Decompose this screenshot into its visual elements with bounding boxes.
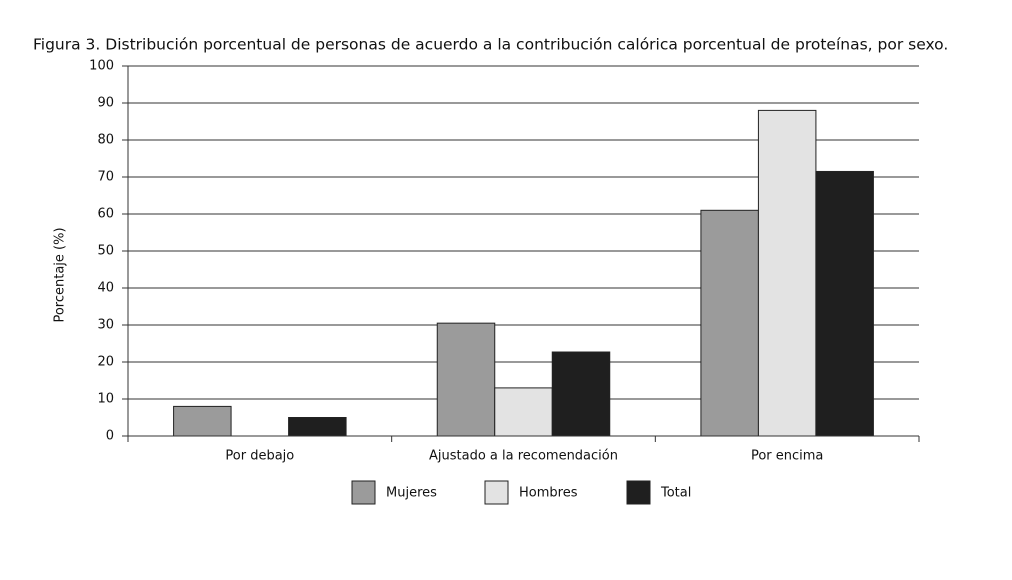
y-tick-label: 50 xyxy=(97,244,114,259)
legend-label: Total xyxy=(660,486,691,501)
y-tick-label: 0 xyxy=(106,429,114,444)
y-axis-label: Porcentaje (%) xyxy=(53,227,68,322)
legend-swatch xyxy=(484,480,509,505)
y-tick-label: 20 xyxy=(97,355,114,370)
y-tick-label: 10 xyxy=(97,392,114,407)
y-tick-label: 80 xyxy=(97,133,114,148)
bar xyxy=(551,351,611,437)
bar xyxy=(815,170,874,437)
legend-label: Mujeres xyxy=(386,486,437,501)
bar xyxy=(173,405,232,437)
bar xyxy=(700,209,759,437)
y-tick-label: 70 xyxy=(97,170,114,185)
bar xyxy=(757,109,817,437)
bar xyxy=(436,322,496,437)
y-tick-label: 60 xyxy=(97,207,114,222)
legend-swatch xyxy=(626,480,651,505)
legend-swatch xyxy=(351,480,376,505)
x-tick-label: Ajustado a la recomendación xyxy=(429,449,618,464)
x-tick-label: Por debajo xyxy=(225,449,294,464)
y-tick-label: 100 xyxy=(89,59,114,74)
y-tick-label: 90 xyxy=(97,96,114,111)
bar xyxy=(288,417,347,437)
chart-title: Figura 3. Distribución porcentual de per… xyxy=(33,36,948,54)
y-tick-label: 40 xyxy=(97,281,114,296)
bar xyxy=(494,387,553,437)
legend-label: Hombres xyxy=(519,486,578,501)
y-tick-label: 30 xyxy=(97,318,114,333)
x-tick-label: Por encima xyxy=(751,449,823,464)
